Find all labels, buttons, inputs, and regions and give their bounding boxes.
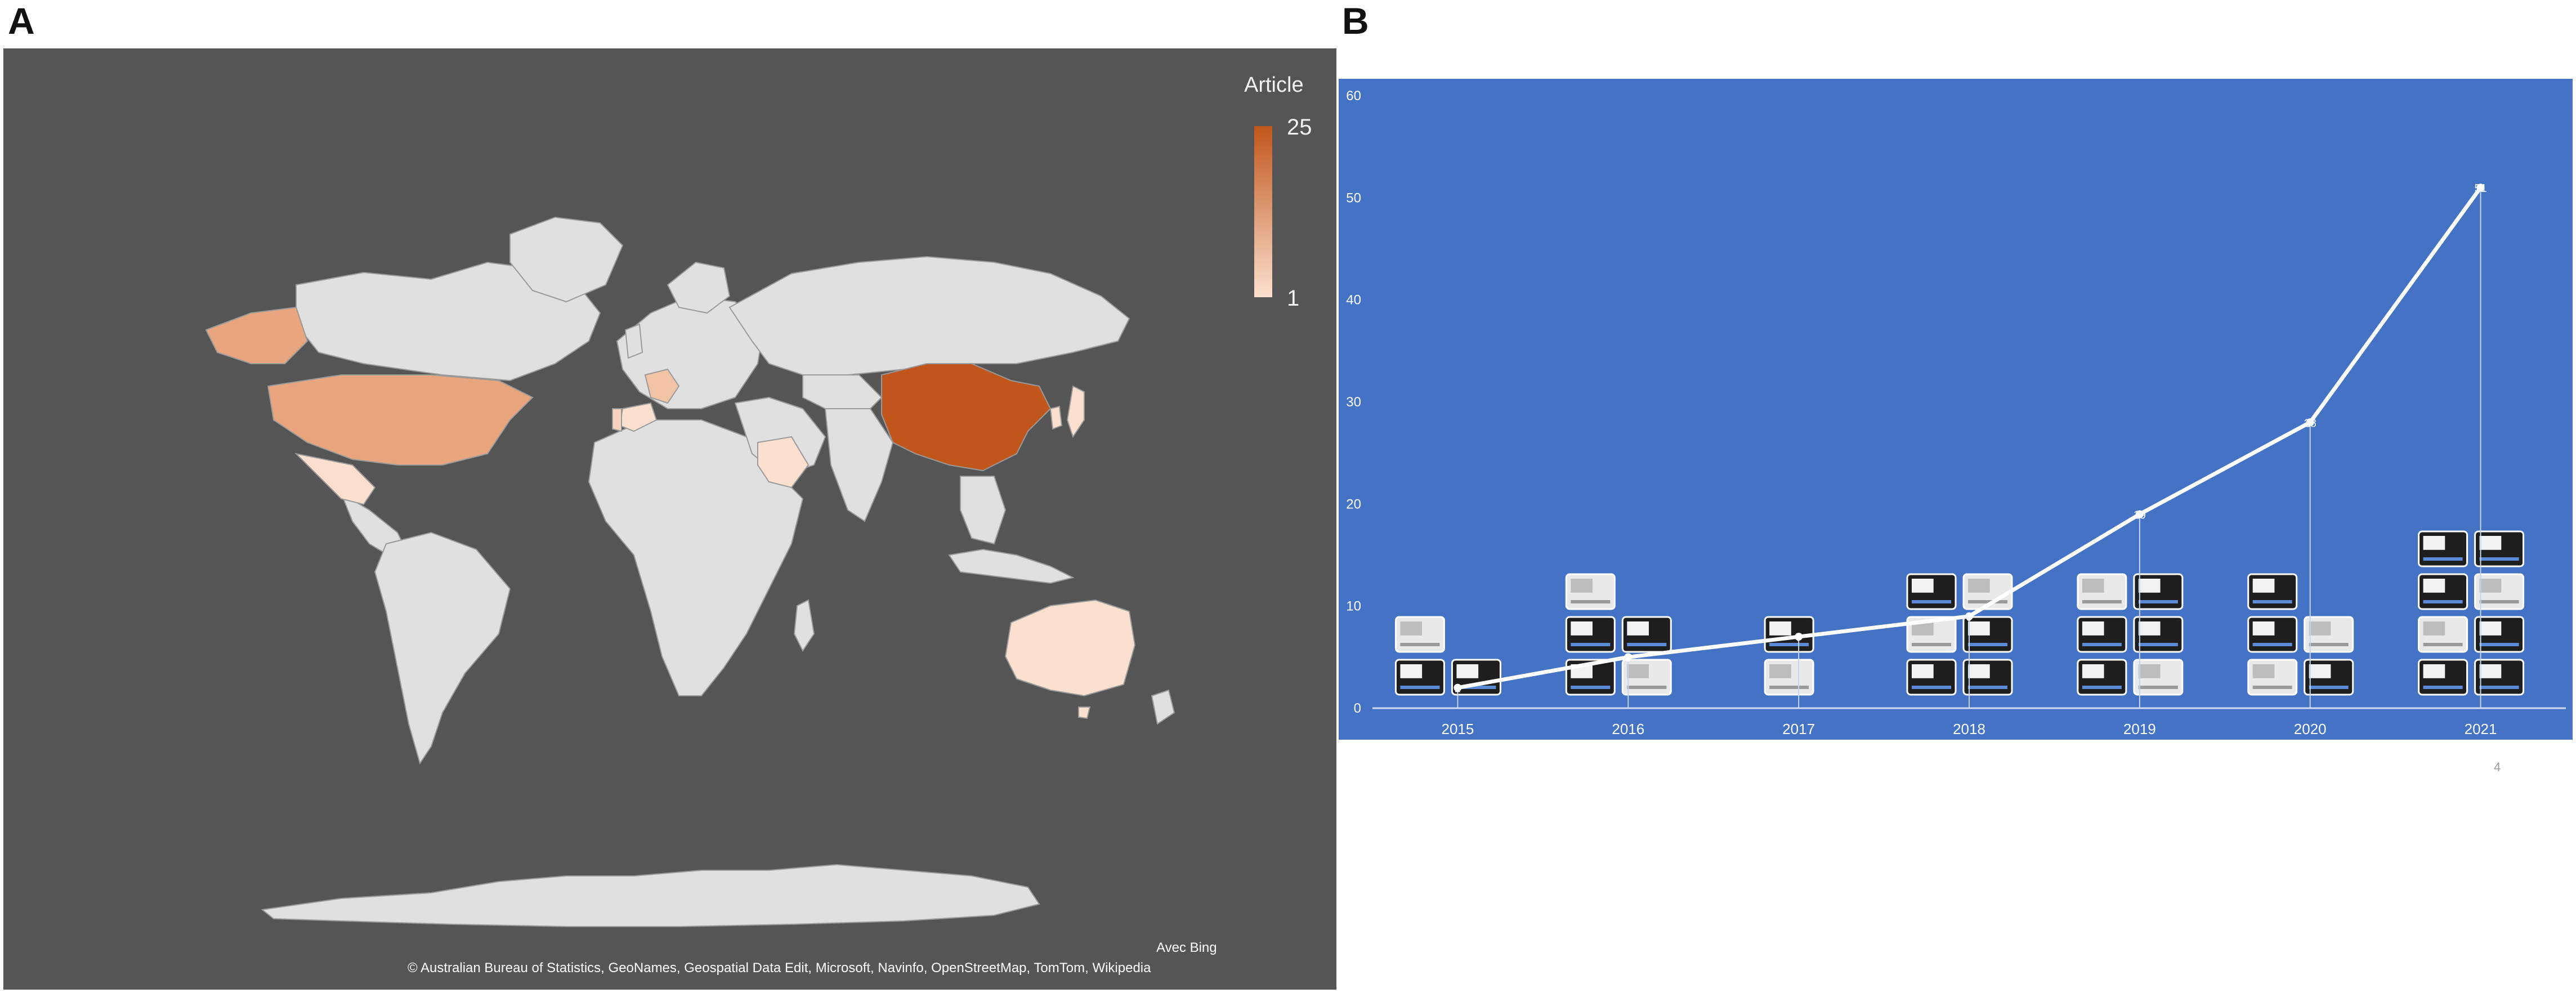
line-chart-panel: 0 10 20 30 40 50 60 2015 2016 2017 2018 2019 2020 202… [1339, 79, 2573, 740]
sequencer-device-icon [1764, 616, 1814, 653]
new-zealand-region [1151, 689, 1175, 725]
data-label: 19 [2134, 509, 2146, 521]
data-label: 9 [1966, 611, 1972, 624]
sequencer-device-icon [2418, 659, 2468, 696]
sequencer-device-icon [2418, 616, 2468, 653]
uk-region [624, 323, 643, 359]
sequencer-device-icon [2247, 659, 2298, 696]
x-tick-label: 2015 [1442, 721, 1474, 737]
y-tick-label: 50 [1346, 190, 1361, 205]
attribution-credits: © Australian Bureau of Statistics, GeoNa… [408, 960, 1151, 976]
tasmania-region [1078, 706, 1091, 719]
world-map [205, 216, 1175, 927]
data-point [1795, 633, 1803, 641]
sequencer-device-icon [2418, 573, 2468, 610]
y-tick-label: 40 [1346, 293, 1361, 308]
scandinavia-region [667, 261, 731, 314]
sequencer-device-icon [1394, 659, 1445, 696]
sequencer-device-icon [1906, 659, 1957, 696]
sequencer-device-icon [2133, 659, 2184, 696]
sequencer-device-icon [2133, 573, 2184, 610]
data-point [1624, 653, 1633, 661]
united-states-region [267, 374, 534, 466]
sequencer-device-icon [1621, 616, 1672, 653]
sequencer-device-icon [1394, 616, 1445, 653]
y-tick-label: 0 [1354, 701, 1361, 716]
sequencer-device-icon [1621, 659, 1672, 696]
africa-region [588, 419, 804, 696]
sequencer-device-icon [1764, 659, 1814, 696]
legend-title: Article [1244, 73, 1304, 97]
y-tick-label: 20 [1346, 496, 1361, 512]
x-tick-label: 2021 [2465, 721, 2497, 737]
sequencer-device-icon [2304, 659, 2354, 696]
data-label: 51 [2474, 182, 2486, 195]
line-chart: 0 10 20 30 40 50 60 2015 2016 2017 2018 2019 2020 202… [1346, 88, 2566, 737]
madagascar-region [793, 599, 815, 652]
sequencer-device-icon [1906, 573, 1957, 610]
japan-region [1066, 385, 1085, 439]
sequencer-device-icon [2474, 616, 2525, 653]
sequencer-device-icon [1565, 573, 1616, 610]
y-tick-label: 60 [1346, 88, 1361, 104]
southeast-asia-region [960, 476, 1007, 545]
sequencer-device-icon [2077, 573, 2127, 610]
sequencer-device-icon [2247, 573, 2298, 610]
x-tick-label: 2020 [2294, 721, 2327, 737]
data-point [2306, 418, 2314, 427]
data-label: 7 [1796, 632, 1802, 644]
legend-max-label: 25 [1287, 115, 1312, 140]
data-point [2476, 184, 2485, 192]
sequencer-device-icon [1962, 659, 2013, 696]
sequencer-device-icon [2077, 616, 2127, 653]
korea-region [1049, 405, 1063, 430]
russia-region [728, 256, 1130, 375]
data-label: 28 [2304, 417, 2316, 430]
sequencer-device-icon [2077, 659, 2127, 696]
sequencer-device-icon [1565, 616, 1616, 653]
alaska-region [205, 306, 308, 364]
x-tick-label: 2016 [1612, 721, 1644, 737]
sequencer-device-icon [1962, 616, 2013, 653]
sequencer-device-icon [2247, 616, 2298, 653]
panel-a-label: A [8, 0, 35, 42]
central-asia-region [802, 374, 883, 409]
x-tick-label: 2018 [1953, 721, 1985, 737]
legend-min-label: 1 [1287, 286, 1300, 311]
data-label: 5 [1625, 652, 1631, 664]
greenland-region [509, 216, 624, 303]
indonesia-region [948, 548, 1075, 584]
sequencer-device-icon [2474, 659, 2525, 696]
data-point [1454, 683, 1462, 692]
portugal-region [612, 408, 622, 432]
sequencer-device-icon [1962, 573, 2013, 610]
south-america-region [374, 531, 511, 765]
china-region [881, 363, 1052, 472]
x-tick-label: 2019 [2123, 721, 2156, 737]
sequencer-device-icon [2133, 616, 2184, 653]
world-map-panel: Article 25 1 Avec Bing © Australian Bure… [3, 48, 1336, 990]
x-tick-label: 2017 [1782, 721, 1815, 737]
y-tick-label: 10 [1346, 599, 1361, 614]
sequencer-device-icon [2418, 530, 2468, 567]
slide-number: 4 [2494, 760, 2501, 774]
data-point [2135, 510, 2144, 518]
australia-region [1004, 599, 1136, 697]
data-point [1965, 612, 1973, 620]
mexico-region [294, 453, 376, 506]
attribution-brand: Avec Bing [1156, 940, 1217, 955]
sequencer-device-icon [2304, 616, 2354, 653]
sequencer-device-icon [1565, 659, 1616, 696]
south-asia-region [824, 408, 894, 522]
y-tick-label: 30 [1346, 395, 1361, 410]
data-label: 2 [1455, 683, 1461, 695]
sequencer-device-icon [2474, 530, 2525, 567]
canada-region [296, 261, 601, 382]
antarctica-region [261, 864, 1040, 927]
france-region [644, 368, 680, 404]
sequencer-device-icon [2474, 573, 2525, 610]
legend-color-scale [1254, 126, 1272, 297]
panel-b-label: B [1342, 0, 1369, 42]
saudi-arabia-region [757, 436, 810, 489]
